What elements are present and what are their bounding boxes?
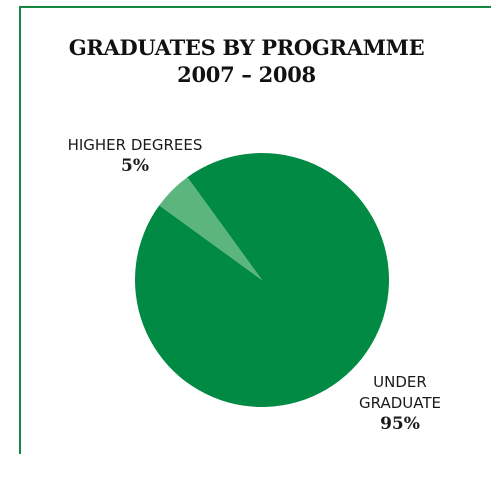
label-under-graduate-value: 95% (380, 414, 420, 434)
chart-frame (19, 6, 491, 454)
pie-slice-under-graduate (134, 152, 389, 407)
label-under-graduate-line-1: UNDER (373, 373, 427, 391)
label-higher-degrees-name: HIGHER DEGREES (67, 136, 203, 154)
pie-slice-higher-degrees (159, 177, 262, 280)
chart-subtitle: 2007 – 2008 (177, 62, 316, 87)
label-under-graduate-line-2: GRADUATE (359, 394, 441, 412)
label-higher-degrees-value: 5% (121, 156, 149, 176)
label-higher-degrees: HIGHER DEGREES 5% (40, 135, 230, 177)
chart-title: GRADUATES BY PROGRAMME (68, 35, 425, 60)
chart-title-block: GRADUATES BY PROGRAMME 2007 – 2008 (0, 34, 493, 88)
label-under-graduate: UNDER GRADUATE 95% (330, 372, 470, 435)
